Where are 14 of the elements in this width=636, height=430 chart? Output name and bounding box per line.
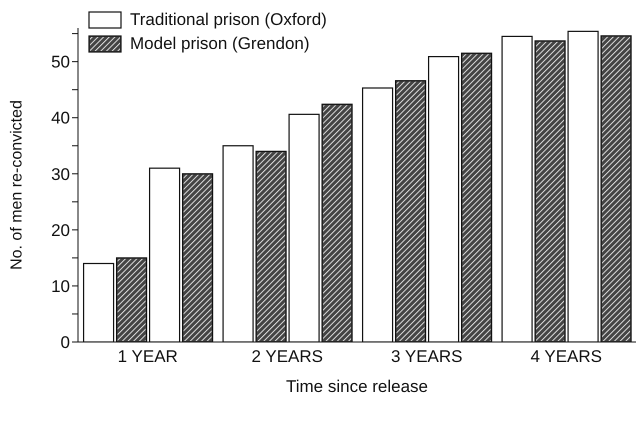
x-tick-label: 4 YEARS (530, 347, 602, 366)
legend-label: Traditional prison (Oxford) (130, 10, 327, 30)
y-tick-label: 0 (60, 333, 70, 352)
y-tick-label: 10 (51, 276, 70, 296)
y-tick-label: 50 (51, 52, 70, 72)
x-tick-label: 1 YEAR (118, 347, 178, 366)
legend-label: Model prison (Grendon) (130, 34, 310, 54)
x-axis-title: Time since release (286, 377, 428, 396)
x-tick-label: 2 YEARS (251, 347, 324, 366)
y-tick-label: 20 (51, 220, 70, 240)
y-axis-title: No. of men re-convicted (8, 100, 26, 270)
x-tick-label: 3 YEARS (390, 347, 463, 366)
y-tick-label: 40 (51, 108, 70, 128)
y-tick-label: 30 (51, 164, 70, 184)
